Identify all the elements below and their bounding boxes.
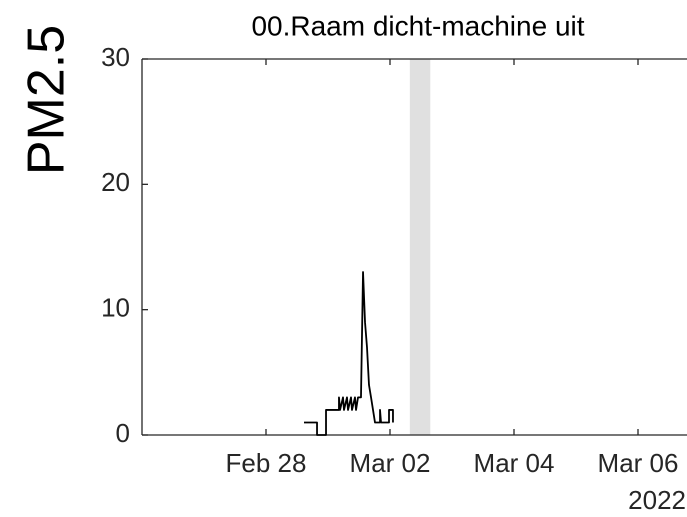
x-axis-year-label: 2022 <box>628 485 686 515</box>
x-tick-label: Feb 28 <box>226 448 307 478</box>
y-axis-label: PM2.5 <box>18 25 76 175</box>
y-tick-label: 30 <box>101 42 130 72</box>
x-tick-label: Mar 02 <box>350 448 431 478</box>
shaded-region <box>409 59 431 435</box>
y-tick-label: 20 <box>101 167 130 197</box>
x-tick-label: Mar 06 <box>598 448 679 478</box>
chart-title: 00.Raam dicht-machine uit <box>251 10 584 41</box>
y-tick-label: 10 <box>101 293 130 323</box>
data-line <box>304 271 394 436</box>
y-tick-label: 0 <box>116 418 130 448</box>
x-tick-label: Mar 04 <box>474 448 555 478</box>
